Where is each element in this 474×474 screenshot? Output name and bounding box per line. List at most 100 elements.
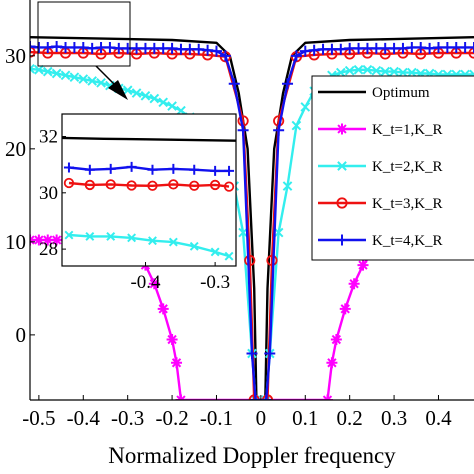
zoom-arrow-head [108,80,128,100]
main-k-t-4-k-r-marker [290,50,302,62]
y-tick-label: 0 [16,323,27,347]
legend-item-optimum-label: Optimum [372,85,430,101]
main-k-t-2-k-r-marker [34,64,44,75]
legend: Optimum K_t=1,K_R K_t=2,K_R K_t=3,K_R K_t=4,… [311,75,474,261]
main-k-t-2-k-r-marker [291,120,302,131]
x-tick-label: 0.3 [381,406,407,430]
inset-k-t-2-k-r-marker [127,233,137,243]
inset-optimum-line [62,136,236,142]
main-k-t-4-k-r-marker [210,45,222,57]
main-k-t-4-k-r-marker [237,124,249,136]
x-tick-label: -0.4 [67,406,101,430]
main-k-t-4-k-r-marker [246,347,258,359]
main-k-t-3-k-r-marker [244,254,256,267]
legend-item-optimum: Optimum [318,85,430,101]
inset-zoom-plot: -0.4 -0.3 32 30 28 [39,113,237,293]
inset-k-t-3-k-r-marker [126,180,137,191]
main-k-t-1-k-r-marker [33,234,45,246]
x-tick-label: -0.1 [200,406,233,430]
x-tick-label: 0.4 [425,406,452,430]
main-k-t-2-k-r-marker [69,72,80,83]
legend-item-k-t-3-k-r-marker [336,197,348,209]
legend-item-k-t-4-k-r: K_t=4,K_R [318,233,443,249]
main-k-t-3-k-r-marker [266,254,278,267]
inset-k-t-4-k-r-marker [84,164,95,175]
inset-k-t-3-k-r-marker [223,181,235,192]
inset-x-tick-label: -0.3 [200,272,230,293]
inset-optimum-group [62,136,236,142]
legend-item-k-t-1-k-r-label: K_t=1,K_R [372,122,443,138]
main-k-t-4-k-r-group [30,41,474,400]
inset-k-t-3-k-r-group [63,177,235,192]
main-k-t-4-k-r-marker [228,78,240,90]
main-k-t-2-k-r-marker [300,102,311,112]
main-k-t-2-k-r-marker [398,67,408,78]
inset-k-t-3-k-r-marker [147,180,158,191]
main-k-t-2-k-r-marker [30,64,35,74]
main-k-t-1-k-r-marker [157,303,169,315]
main-k-t-1-k-r-marker [148,278,160,290]
main-k-t-2-k-r-marker [353,64,364,75]
main-k-t-2-k-r-marker [131,88,142,98]
main-k-t-2-k-r-marker [273,227,284,238]
main-k-t-1-k-r-marker [339,303,351,315]
inset-k-t-2-k-r-marker [224,251,234,261]
y-tick-label: 20 [5,137,26,161]
inset-plot-series [62,136,236,261]
inset-k-t-4-k-r-marker [210,165,221,176]
main-k-t-4-k-r-marker [250,394,262,400]
inset-k-t-3-k-r-line [68,181,230,188]
y-axis-ticks: 30 20 10 0 [5,44,35,347]
inset-y-tick-label: 32 [39,127,58,148]
inset-k-t-3-k-r-marker [84,179,95,191]
inset-k-t-2-k-r-marker [106,231,116,241]
legend-item-k-t-4-k-r-marker [336,234,348,246]
main-k-t-2-k-r-marker [158,97,169,108]
inset-k-t-2-k-r-marker [210,247,220,257]
inset-y-tick-label: 28 [39,239,58,260]
main-k-t-2-k-r-marker [344,65,355,76]
inset-k-t-4-k-r-marker [189,164,200,175]
main-k-t-1-k-r-marker [166,334,178,346]
main-k-t-4-k-r-marker [264,347,276,359]
main-k-t-2-k-r-marker [42,66,53,77]
legend-item-k-t-4-k-r-label: K_t=4,K_R [372,233,443,249]
x-tick-label: 0.2 [337,406,363,430]
legend-item-k-t-1-k-r: K_t=1,K_R [318,122,443,138]
main-k-t-2-k-r-marker [140,90,151,101]
inset-k-t-3-k-r-marker [168,179,179,190]
inset-k-t-4-k-r-group [63,161,235,176]
main-k-t-4-k-r-marker [273,124,285,136]
inset-k-t-4-k-r-marker [224,165,235,176]
main-k-t-2-k-r-marker [371,65,382,76]
main-k-t-4-k-r-marker [260,394,272,400]
legend-item-k-t-3-k-r: K_t=3,K_R [318,196,443,212]
inset-k-t-2-k-r-group [64,230,234,261]
inset-k-t-3-k-r-marker [63,177,75,189]
y-tick-label: 30 [5,44,26,68]
x-tick-label: -0.5 [22,406,55,430]
zoom-region-box [37,1,131,67]
main-k-t-2-k-r-marker [122,85,133,96]
main-k-t-4-k-r-marker [219,50,231,62]
x-axis-ticks: -0.5 -0.4 -0.3 -0.2 -0.1 0 0.1 0.2 0.3 0.4 [22,395,452,430]
inset-k-t-3-k-r-marker [189,180,200,191]
inset-k-t-4-k-r-marker [105,163,116,174]
main-k-t-1-k-r-marker [171,357,183,369]
inset-k-t-2-k-r-marker [64,230,74,240]
x-tick-label: 0.1 [292,406,318,430]
inset-k-t-4-k-r-marker [168,163,179,174]
main-k-t-2-k-r-marker [78,74,89,84]
x-axis-title: Normalized Doppler frequency [108,443,396,468]
inset-k-t-2-k-r-marker [189,241,199,251]
main-k-t-1-k-r-marker [42,234,54,246]
x-tick-label: -0.2 [155,406,188,430]
inset-k-t-3-k-r-marker [105,179,116,190]
main-k-t-2-k-r-marker [407,67,417,78]
inset-k-t-4-k-r-marker [147,164,158,175]
inset-k-t-2-k-r-marker [85,231,95,241]
y-tick-label: 10 [5,230,26,254]
inset-k-t-4-k-r-marker [126,161,137,172]
inset-k-t-3-k-r-marker [209,179,221,191]
